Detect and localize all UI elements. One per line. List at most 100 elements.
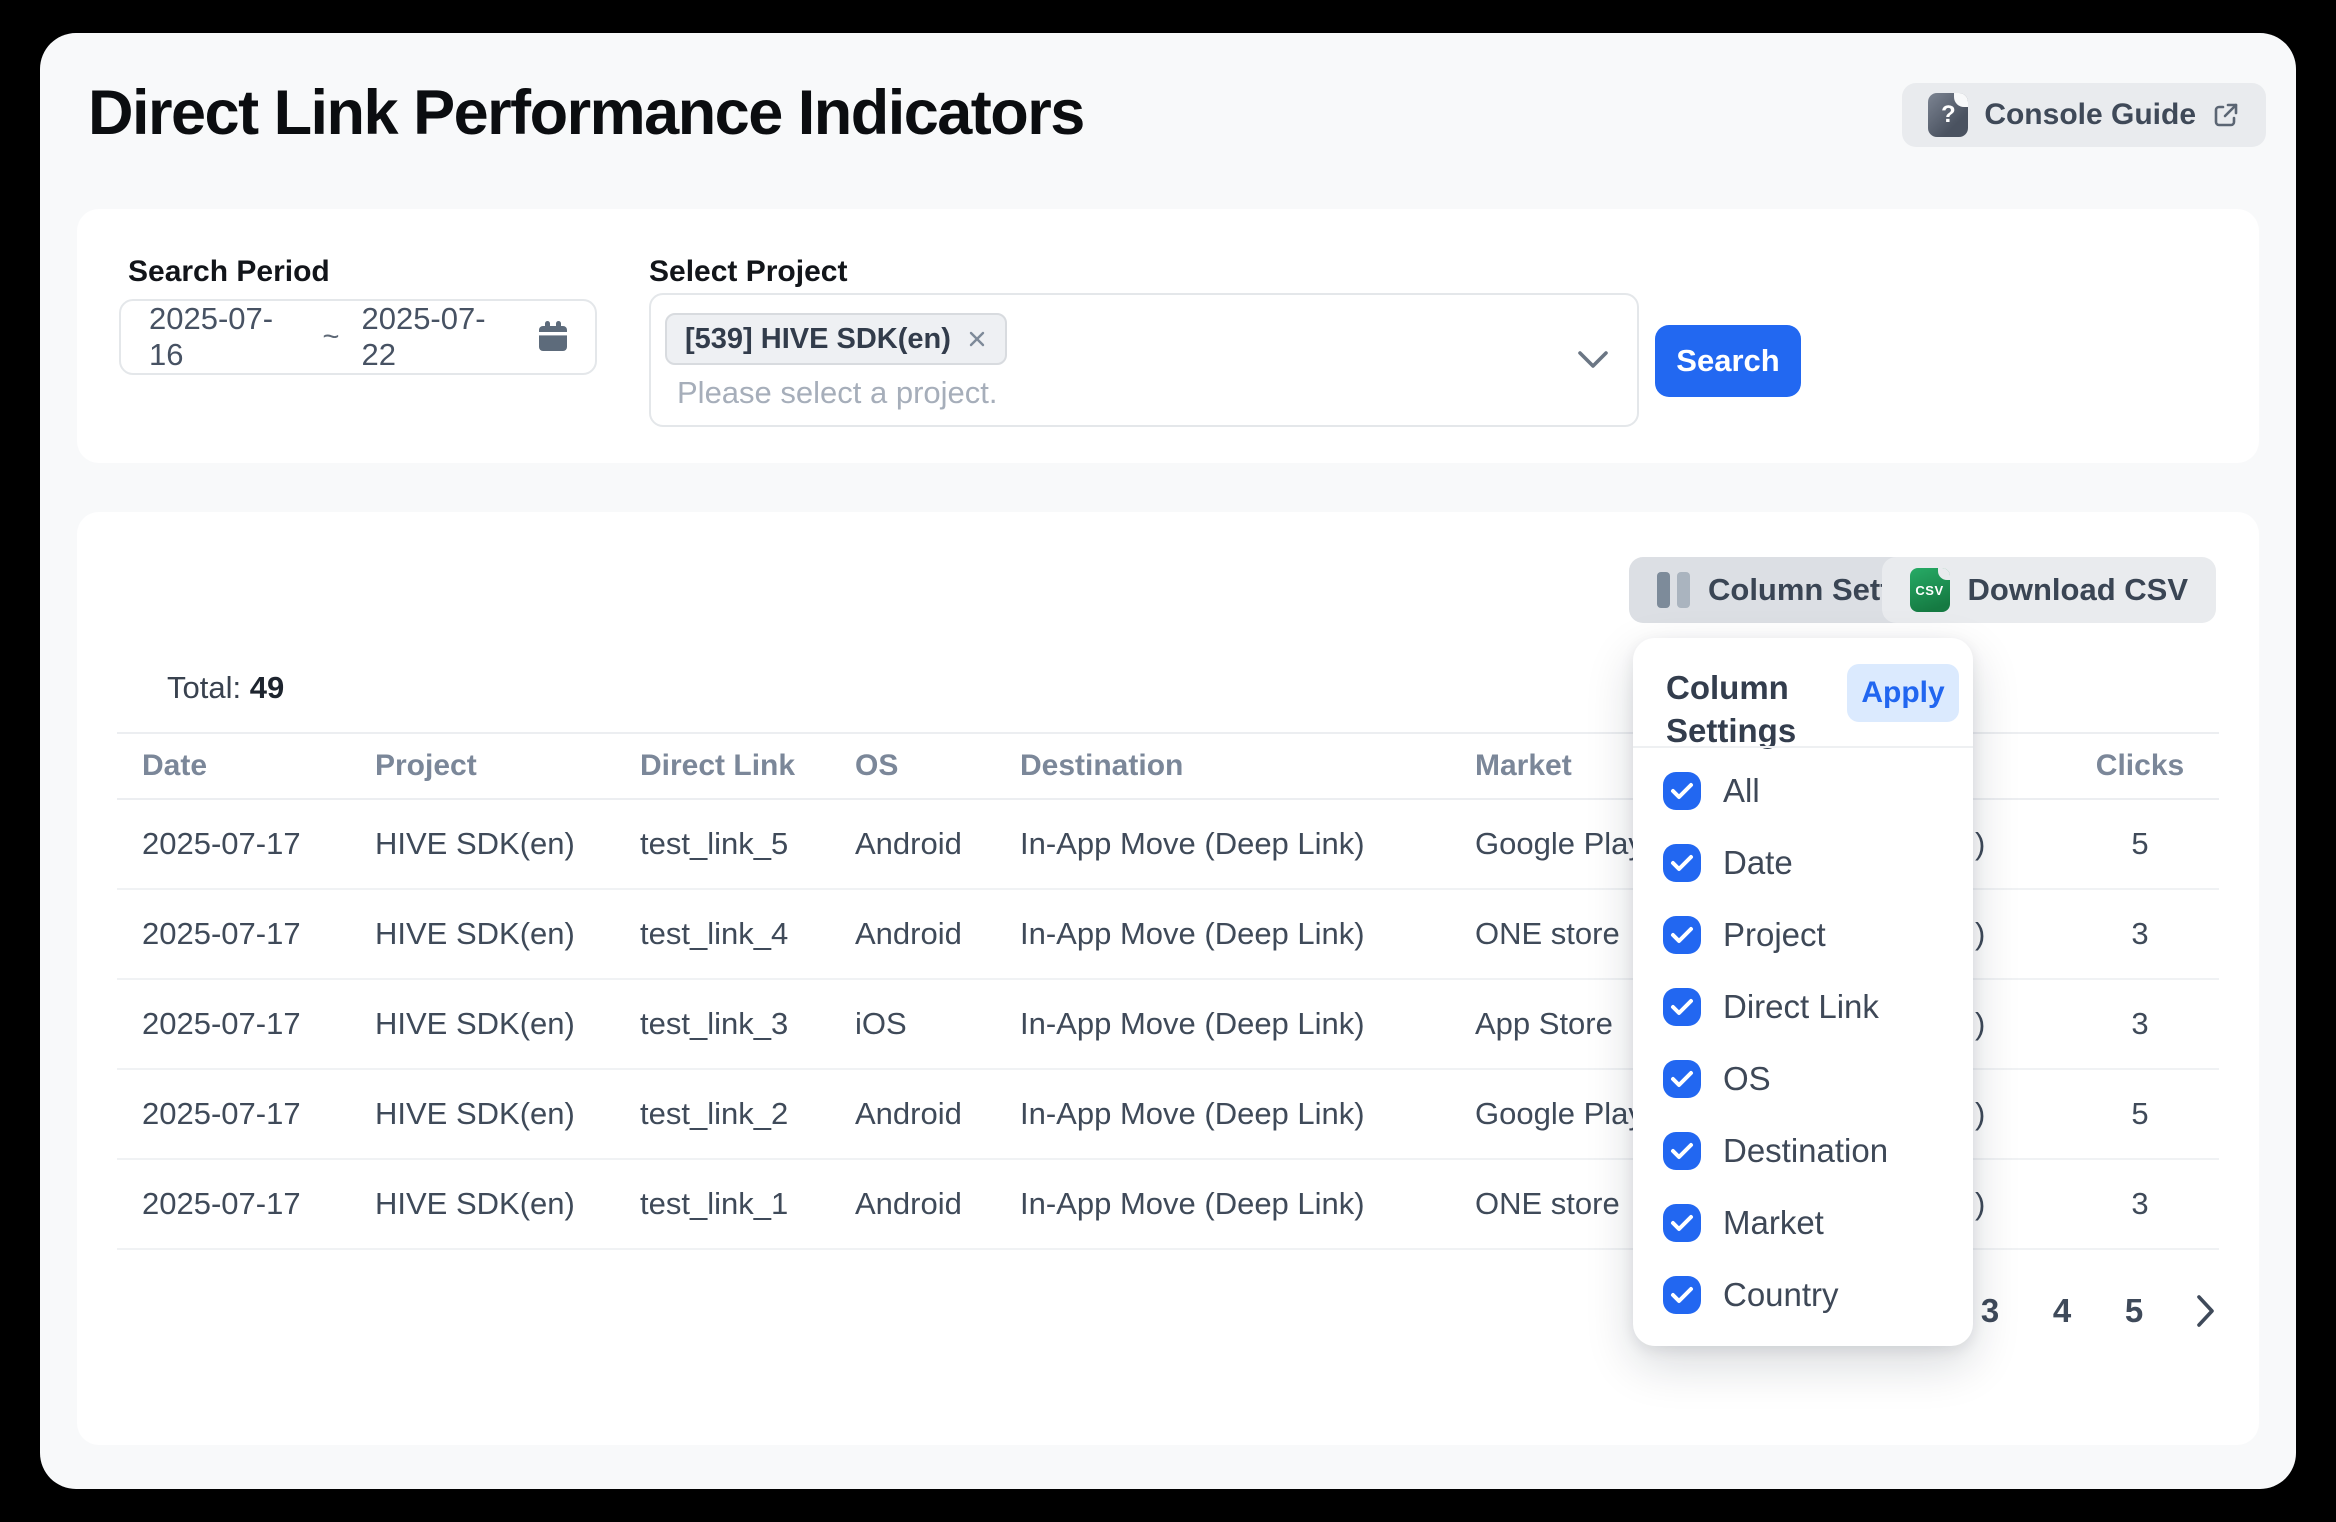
console-guide-button[interactable]: ? Console Guide [1902,83,2266,147]
checkbox-checked-icon[interactable] [1663,1276,1701,1314]
page-4-button[interactable]: 4 [2052,1292,2072,1329]
header-date: Date [142,749,208,782]
option-label: Direct Link [1723,988,1879,1025]
project-placeholder: Please select a project. [677,375,998,410]
cell-destination: In-App Move (Deep Link) [1020,1096,1365,1131]
option-label: Market [1723,1204,1824,1241]
cell-direct-link: test_link_3 [640,1006,789,1041]
option-label: Date [1723,844,1793,881]
option-label: All [1723,772,1760,809]
main-card: Direct Link Performance Indicators ? Con… [40,33,2296,1489]
folded-corner [1937,568,1950,580]
search-period-label: Search Period [128,255,330,288]
columns-icon [1657,572,1690,608]
cell-clicks: 3 [2131,916,2149,951]
option-all[interactable]: All [1633,755,1973,827]
cell-destination: In-App Move (Deep Link) [1020,826,1365,861]
cell-date: 2025-07-17 [142,1186,301,1221]
console-guide-label: Console Guide [1984,98,2196,131]
cell-destination: In-App Move (Deep Link) [1020,1186,1365,1221]
option-date[interactable]: Date [1633,827,1973,899]
chevron-down-icon [1577,350,1609,370]
cell-project: HIVE SDK(en) [375,1096,575,1131]
cell-destination: In-App Move (Deep Link) [1020,1006,1365,1041]
cell-date: 2025-07-17 [142,916,301,951]
page-5-button[interactable]: 5 [2124,1292,2144,1329]
apply-button[interactable]: Apply [1847,664,1959,722]
external-link-icon [2212,101,2240,129]
table-row[interactable]: 2025-07-17 HIVE SDK(en) test_link_1 Andr… [117,1160,2219,1250]
cell-date: 2025-07-17 [142,826,301,861]
header-clicks: Clicks [2095,749,2185,782]
cell-direct-link: test_link_1 [640,1186,789,1221]
checkbox-checked-icon[interactable] [1663,988,1701,1026]
total-value: 49 [249,670,285,705]
cell-clicks: 3 [2131,1186,2149,1221]
search-button[interactable]: Search [1655,325,1801,397]
checkbox-checked-icon[interactable] [1663,1060,1701,1098]
remove-chip-icon[interactable] [967,329,987,349]
option-destination[interactable]: Destination [1633,1115,1973,1187]
next-page-button[interactable] [2189,1278,2223,1344]
calendar-icon [535,319,571,355]
date-range-input[interactable]: 2025-07-16 ~ 2025-07-22 [119,299,597,375]
cell-country-partial: ) [1975,1096,1986,1131]
project-select[interactable]: [539] HIVE SDK(en) Please select a proje… [649,293,1639,427]
csv-file-icon: CSV [1909,568,1950,612]
checkbox-checked-icon[interactable] [1663,844,1701,882]
column-options-list: All Date Project [1633,755,1973,1331]
cell-os: Android [855,916,962,951]
option-os[interactable]: OS [1633,1043,1973,1115]
cell-os: Android [855,826,962,861]
cell-project: HIVE SDK(en) [375,826,575,861]
checkbox-checked-icon[interactable] [1663,916,1701,954]
page-3-button[interactable]: 3 [1980,1292,2000,1329]
checkbox-checked-icon[interactable] [1663,1204,1701,1242]
option-label: Project [1723,916,1826,953]
folded-corner [1954,93,1969,107]
cell-market: ONE store [1475,916,1620,951]
cell-market: Google Play [1475,1096,1644,1131]
table-row[interactable]: 2025-07-17 HIVE SDK(en) test_link_5 Andr… [117,800,2219,890]
option-label: Country [1723,1276,1839,1313]
cell-clicks: 5 [2131,826,2149,861]
page-title: Direct Link Performance Indicators [88,78,1085,148]
cell-market: ONE store [1475,1186,1620,1221]
header-os: OS [855,749,899,782]
select-project-label: Select Project [649,255,848,288]
header-direct-link: Direct Link [640,749,796,782]
cell-os: iOS [855,1006,907,1041]
cell-direct-link: test_link_5 [640,826,789,861]
checkbox-checked-icon[interactable] [1663,1132,1701,1170]
cell-country-partial: ) [1975,826,1986,861]
option-label: Destination [1723,1132,1889,1169]
cell-project: HIVE SDK(en) [375,1186,575,1221]
table-row[interactable]: 2025-07-17 HIVE SDK(en) test_link_4 Andr… [117,890,2219,980]
total-count: Total: 49 [167,670,284,706]
cell-direct-link: test_link_4 [640,916,789,951]
cell-project: HIVE SDK(en) [375,1006,575,1041]
option-country[interactable]: Country [1633,1259,1973,1331]
cell-country-partial: ) [1975,1186,1986,1221]
option-project[interactable]: Project [1633,899,1973,971]
cell-destination: In-App Move (Deep Link) [1020,916,1365,951]
cell-country-partial: ) [1975,1006,1986,1041]
table-row[interactable]: 2025-07-17 HIVE SDK(en) test_link_2 Andr… [117,1070,2219,1160]
filter-panel: Search Period 2025-07-16 ~ 2025-07-22 Se… [77,209,2259,463]
cell-project: HIVE SDK(en) [375,916,575,951]
cell-os: Android [855,1186,962,1221]
divider [1633,746,1973,748]
pagination: 3 4 5 [1973,1278,2223,1344]
option-market[interactable]: Market [1633,1187,1973,1259]
selected-project-chip[interactable]: [539] HIVE SDK(en) [665,313,1007,365]
cell-os: Android [855,1096,962,1131]
download-csv-button[interactable]: CSV Download CSV [1881,557,2216,623]
question-mark: ? [1940,101,1956,128]
option-direct-link[interactable]: Direct Link [1633,971,1973,1043]
checkbox-checked-icon[interactable] [1663,772,1701,810]
table-row[interactable]: 2025-07-17 HIVE SDK(en) test_link_3 iOS … [117,980,2219,1070]
cell-market: Google Play [1475,826,1644,861]
chip-label: [539] HIVE SDK(en) [685,322,951,355]
cell-clicks: 3 [2131,1006,2149,1041]
